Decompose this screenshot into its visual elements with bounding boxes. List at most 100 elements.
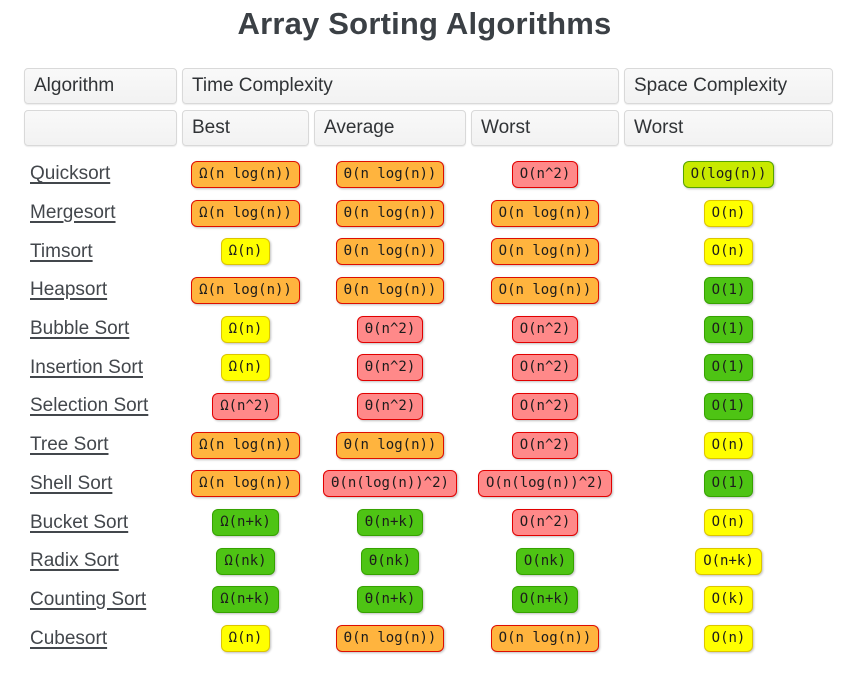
complexity-cell: O(n) xyxy=(624,426,833,465)
table-row-name-cell: Timsort xyxy=(24,232,177,271)
complexity-cell: O(n log(n)) xyxy=(471,271,619,310)
complexity-badge-bad: Ω(n log(n)) xyxy=(191,199,300,227)
complexity-badge-bad: O(n log(n)) xyxy=(490,276,600,304)
table-row-name-cell: Quicksort xyxy=(24,155,177,194)
complexity-cell: Ω(n log(n)) xyxy=(182,194,309,233)
complexity-cell: O(n(log(n))^2) xyxy=(471,465,619,504)
complexity-badge-horrible: O(n(log(n))^2) xyxy=(477,470,612,498)
complexity-cell: Ω(n log(n)) xyxy=(182,465,309,504)
complexity-cell: Θ(n log(n)) xyxy=(314,155,466,194)
algorithm-link[interactable]: Radix Sort xyxy=(30,550,119,572)
complexity-badge-bad: Ω(n log(n)) xyxy=(191,160,300,188)
algorithm-link[interactable]: Selection Sort xyxy=(30,395,149,417)
complexity-cell: O(n log(n)) xyxy=(471,194,619,233)
complexity-cell: Θ(n^2) xyxy=(314,387,466,426)
complexity-badge-horrible: O(n^2) xyxy=(511,315,579,343)
complexity-cell: O(1) xyxy=(624,271,833,310)
complexity-badge-excellent: O(1) xyxy=(703,354,754,382)
complexity-badge-horrible: Θ(n^2) xyxy=(356,392,424,420)
algorithm-link[interactable]: Bucket Sort xyxy=(30,511,129,533)
complexity-badge-bad: Θ(n log(n)) xyxy=(335,276,445,304)
complexity-cell: O(1) xyxy=(624,387,833,426)
complexity-badge-fair: Ω(n) xyxy=(220,625,271,653)
complexity-badge-fair: O(k) xyxy=(703,586,754,614)
complexity-badge-bad: Θ(n log(n)) xyxy=(335,238,445,266)
complexity-badge-horrible: Θ(n^2) xyxy=(356,354,424,382)
algorithm-link[interactable]: Mergesort xyxy=(30,202,116,224)
algorithm-link[interactable]: Quicksort xyxy=(30,163,111,185)
complexity-badge-fair: O(n) xyxy=(703,509,754,537)
table-row-name-cell: Bubble Sort xyxy=(24,310,177,349)
complexity-badge-excellent: O(1) xyxy=(703,392,754,420)
complexity-cell: Ω(n log(n)) xyxy=(182,426,309,465)
complexity-badge-bad: Ω(n log(n)) xyxy=(191,276,300,304)
complexity-cell: O(n log(n)) xyxy=(471,619,619,658)
complexity-cell: O(n^2) xyxy=(471,348,619,387)
complexity-cell: O(nk) xyxy=(471,542,619,581)
table-row-name-cell: Counting Sort xyxy=(24,581,177,620)
subheader-best: Best xyxy=(182,110,309,146)
table-row-name-cell: Bucket Sort xyxy=(24,503,177,542)
algorithm-link[interactable]: Shell Sort xyxy=(30,472,113,494)
complexity-badge-excellent: Θ(n+k) xyxy=(356,586,424,614)
complexity-cell: O(n^2) xyxy=(471,310,619,349)
complexity-badge-excellent: Θ(nk) xyxy=(360,547,420,575)
complexity-badge-bad: Θ(n log(n)) xyxy=(335,625,445,653)
complexity-cell: O(n log(n)) xyxy=(471,232,619,271)
complexity-badge-excellent: Ω(n+k) xyxy=(212,586,279,614)
complexity-cell: O(n^2) xyxy=(471,155,619,194)
algorithm-link[interactable]: Counting Sort xyxy=(30,588,147,610)
complexity-cell: O(n) xyxy=(624,232,833,271)
complexity-badge-horrible: Θ(n(log(n))^2) xyxy=(322,470,457,498)
complexity-cell: Ω(n) xyxy=(182,348,309,387)
complexity-badge-bad: Θ(n log(n)) xyxy=(335,160,445,188)
complexity-cell: Θ(n log(n)) xyxy=(314,271,466,310)
complexity-cell: Θ(n^2) xyxy=(314,310,466,349)
complexity-cell: Ω(n) xyxy=(182,232,309,271)
algorithm-link[interactable]: Tree Sort xyxy=(30,434,109,456)
complexity-cell: Ω(n log(n)) xyxy=(182,271,309,310)
complexity-cell: Ω(n) xyxy=(182,619,309,658)
complexity-badge-bad: O(n log(n)) xyxy=(490,199,600,227)
complexity-badge-excellent: O(1) xyxy=(703,315,754,343)
complexity-cell: O(n) xyxy=(624,619,833,658)
algorithm-link[interactable]: Bubble Sort xyxy=(30,318,130,340)
table-row-name-cell: Heapsort xyxy=(24,271,177,310)
complexity-cell: Ω(n log(n)) xyxy=(182,155,309,194)
complexity-cell: O(1) xyxy=(624,310,833,349)
table-row-name-cell: Selection Sort xyxy=(24,387,177,426)
column-header-algorithm: Algorithm xyxy=(24,68,177,104)
complexity-cell: Θ(n log(n)) xyxy=(314,232,466,271)
complexity-badge-horrible: Θ(n^2) xyxy=(356,315,424,343)
complexity-cell: O(k) xyxy=(624,581,833,620)
complexity-badge-bad: O(n log(n)) xyxy=(490,625,600,653)
table-row-name-cell: Insertion Sort xyxy=(24,348,177,387)
algorithm-link[interactable]: Timsort xyxy=(30,240,93,262)
complexity-cell: Θ(n log(n)) xyxy=(314,619,466,658)
complexity-badge-fair: O(n) xyxy=(703,199,754,227)
complexity-badge-horrible: O(n^2) xyxy=(511,354,579,382)
complexity-badge-bad: Ω(n log(n)) xyxy=(191,431,300,459)
complexity-cell: O(n) xyxy=(624,503,833,542)
complexity-badge-fair: O(n) xyxy=(703,431,754,459)
column-header-space-complexity: Space Complexity xyxy=(624,68,833,104)
complexity-cell: O(log(n)) xyxy=(624,155,833,194)
table-row-name-cell: Radix Sort xyxy=(24,542,177,581)
algorithm-link[interactable]: Insertion Sort xyxy=(30,356,143,378)
complexity-badge-fair: Ω(n) xyxy=(220,315,271,343)
complexity-badge-horrible: O(n^2) xyxy=(511,160,579,188)
complexity-cell: O(n) xyxy=(624,194,833,233)
complexity-badge-good: O(log(n)) xyxy=(682,160,775,188)
complexity-badge-bad: Ω(n log(n)) xyxy=(191,470,300,498)
column-header-time-complexity: Time Complexity xyxy=(182,68,619,104)
complexity-badge-fair: O(n) xyxy=(703,238,754,266)
subheader-space-worst: Worst xyxy=(624,110,833,146)
algorithm-link[interactable]: Heapsort xyxy=(30,279,108,301)
complexity-badge-excellent: O(nk) xyxy=(515,547,575,575)
algorithm-link[interactable]: Cubesort xyxy=(30,627,108,649)
complexity-cell: O(n+k) xyxy=(624,542,833,581)
complexity-cell: Ω(n^2) xyxy=(182,387,309,426)
subheader-average: Average xyxy=(314,110,466,146)
complexity-badge-horrible: O(n^2) xyxy=(511,431,579,459)
complexity-badge-excellent: O(1) xyxy=(703,470,754,498)
